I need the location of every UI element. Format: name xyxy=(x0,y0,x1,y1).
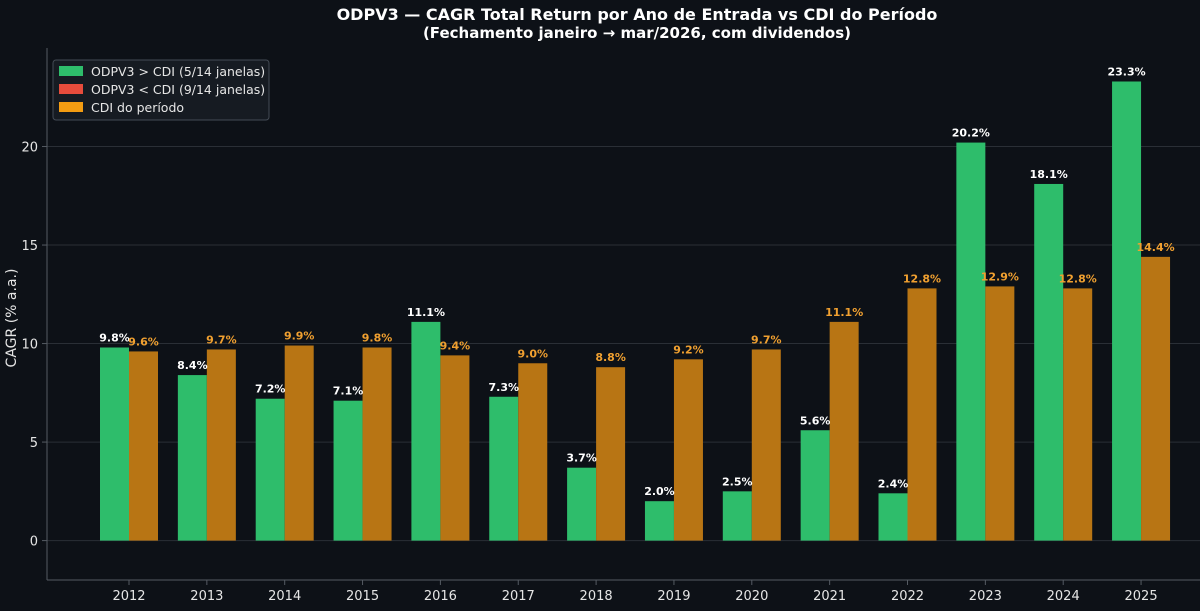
bar-odpv3 xyxy=(1112,81,1142,541)
bar-cdi xyxy=(440,355,470,541)
y-tick-label: 15 xyxy=(21,239,38,254)
chart-subtitle: (Fechamento janeiro → mar/2026, com divi… xyxy=(423,24,851,42)
bar-odpv3 xyxy=(800,430,830,541)
x-tick-label: 2025 xyxy=(1125,589,1158,604)
bar-odpv3 xyxy=(956,142,986,541)
chart-title: ODPV3 — CAGR Total Return por Ano de Ent… xyxy=(337,5,938,24)
data-label-cdi: 9.8% xyxy=(362,331,393,344)
bar-cdi xyxy=(985,286,1015,541)
bar-odpv3 xyxy=(100,347,129,541)
bar-cdi xyxy=(751,349,781,541)
x-tick-label: 2013 xyxy=(190,589,223,604)
x-tick-label: 2022 xyxy=(891,589,924,604)
data-label-odpv3: 8.4% xyxy=(177,359,208,372)
data-label-cdi: 14.4% xyxy=(1136,241,1174,254)
x-tick-label: 2012 xyxy=(112,589,145,604)
x-tick-label: 2017 xyxy=(502,589,535,604)
bar-cdi xyxy=(596,367,626,541)
legend-swatch-cdi xyxy=(59,102,83,112)
bar-cdi xyxy=(362,347,392,541)
data-label-cdi: 12.8% xyxy=(1059,272,1097,285)
data-label-cdi: 9.7% xyxy=(206,333,237,346)
x-tick-label: 2019 xyxy=(657,589,690,604)
axes-layer: 0 5 10 15 20 2012 2013 2014 2015 2016 2017 2018 2019… xyxy=(21,48,1200,604)
x-tick-label: 2021 xyxy=(813,589,846,604)
bar-odpv3 xyxy=(177,375,207,541)
bar-odpv3 xyxy=(567,467,597,541)
data-label-cdi: 11.1% xyxy=(825,306,863,319)
data-label-cdi: 9.4% xyxy=(440,339,471,352)
legend-label-above: ODPV3 > CDI (5/14 janelas) xyxy=(91,64,265,79)
legend-label-below: ODPV3 < CDI (9/14 janelas) xyxy=(91,82,265,97)
data-label-cdi: 9.9% xyxy=(284,330,315,343)
data-label-odpv3: 2.5% xyxy=(722,475,753,488)
legend-swatch-below xyxy=(59,84,83,94)
legend-swatch-above xyxy=(59,66,83,76)
legend-label-cdi: CDI do período xyxy=(91,100,184,115)
x-tick-label: 2018 xyxy=(580,589,613,604)
bar-cdi xyxy=(1063,288,1093,541)
data-label-cdi: 12.8% xyxy=(903,272,941,285)
data-label-odpv3: 3.7% xyxy=(566,452,597,465)
x-tick-label: 2014 xyxy=(268,589,301,604)
data-label-odpv3: 23.3% xyxy=(1107,65,1145,78)
bar-odpv3 xyxy=(333,400,363,541)
data-label-odpv3: 7.2% xyxy=(255,383,286,396)
bar-odpv3 xyxy=(644,501,674,541)
legend-box xyxy=(52,59,270,121)
x-tick-label: 2015 xyxy=(346,589,379,604)
bar-odpv3 xyxy=(255,398,285,541)
data-label-cdi: 9.7% xyxy=(751,333,782,346)
bars-layer xyxy=(100,81,1171,541)
y-tick-label: 5 xyxy=(30,436,38,451)
bar-odpv3 xyxy=(1034,183,1064,541)
data-label-odpv3: 5.6% xyxy=(800,414,831,427)
data-label-odpv3: 18.1% xyxy=(1030,168,1068,181)
data-label-odpv3: 2.4% xyxy=(878,477,909,490)
x-tick-label: 2020 xyxy=(735,589,768,604)
data-label-cdi: 9.0% xyxy=(517,347,548,360)
y-tick-label: 0 xyxy=(30,535,38,550)
bar-cdi xyxy=(673,359,703,541)
data-label-cdi: 12.9% xyxy=(981,270,1019,283)
legend: ODPV3 > CDI (5/14 janelas) ODPV3 < CDI (… xyxy=(52,59,270,121)
data-label-cdi: 9.2% xyxy=(673,343,704,356)
bar-odpv3 xyxy=(489,396,519,541)
data-label-cdi: 9.6% xyxy=(128,335,159,348)
data-label-odpv3: 11.1% xyxy=(407,306,445,319)
x-tick-label: 2023 xyxy=(969,589,1002,604)
x-tick-label: 2016 xyxy=(424,589,457,604)
data-label-odpv3: 2.0% xyxy=(644,485,675,498)
data-label-cdi: 8.8% xyxy=(595,351,626,364)
bar-odpv3 xyxy=(411,321,441,541)
x-tick-label: 2024 xyxy=(1047,589,1080,604)
data-label-odpv3: 7.3% xyxy=(488,381,519,394)
labels-layer: 9.8%9.6%8.4%9.7%7.2%9.9%7.1%9.8%11.1%9.4… xyxy=(99,65,1174,498)
data-label-odpv3: 7.1% xyxy=(333,385,364,398)
y-tick-label: 20 xyxy=(21,141,38,156)
data-label-odpv3: 9.8% xyxy=(99,331,130,344)
y-tick-label: 10 xyxy=(21,338,38,353)
bar-cdi xyxy=(129,351,158,541)
bar-odpv3 xyxy=(878,493,908,541)
bar-cdi xyxy=(907,288,937,541)
bar-cdi xyxy=(1141,256,1171,541)
data-label-odpv3: 20.2% xyxy=(952,127,990,140)
bar-cdi xyxy=(518,363,548,541)
bar-odpv3 xyxy=(722,491,752,541)
bar-cdi xyxy=(829,321,859,541)
bar-cdi xyxy=(206,349,236,541)
bar-cdi xyxy=(284,345,314,541)
y-axis-label: CAGR (% a.a.) xyxy=(4,269,20,368)
